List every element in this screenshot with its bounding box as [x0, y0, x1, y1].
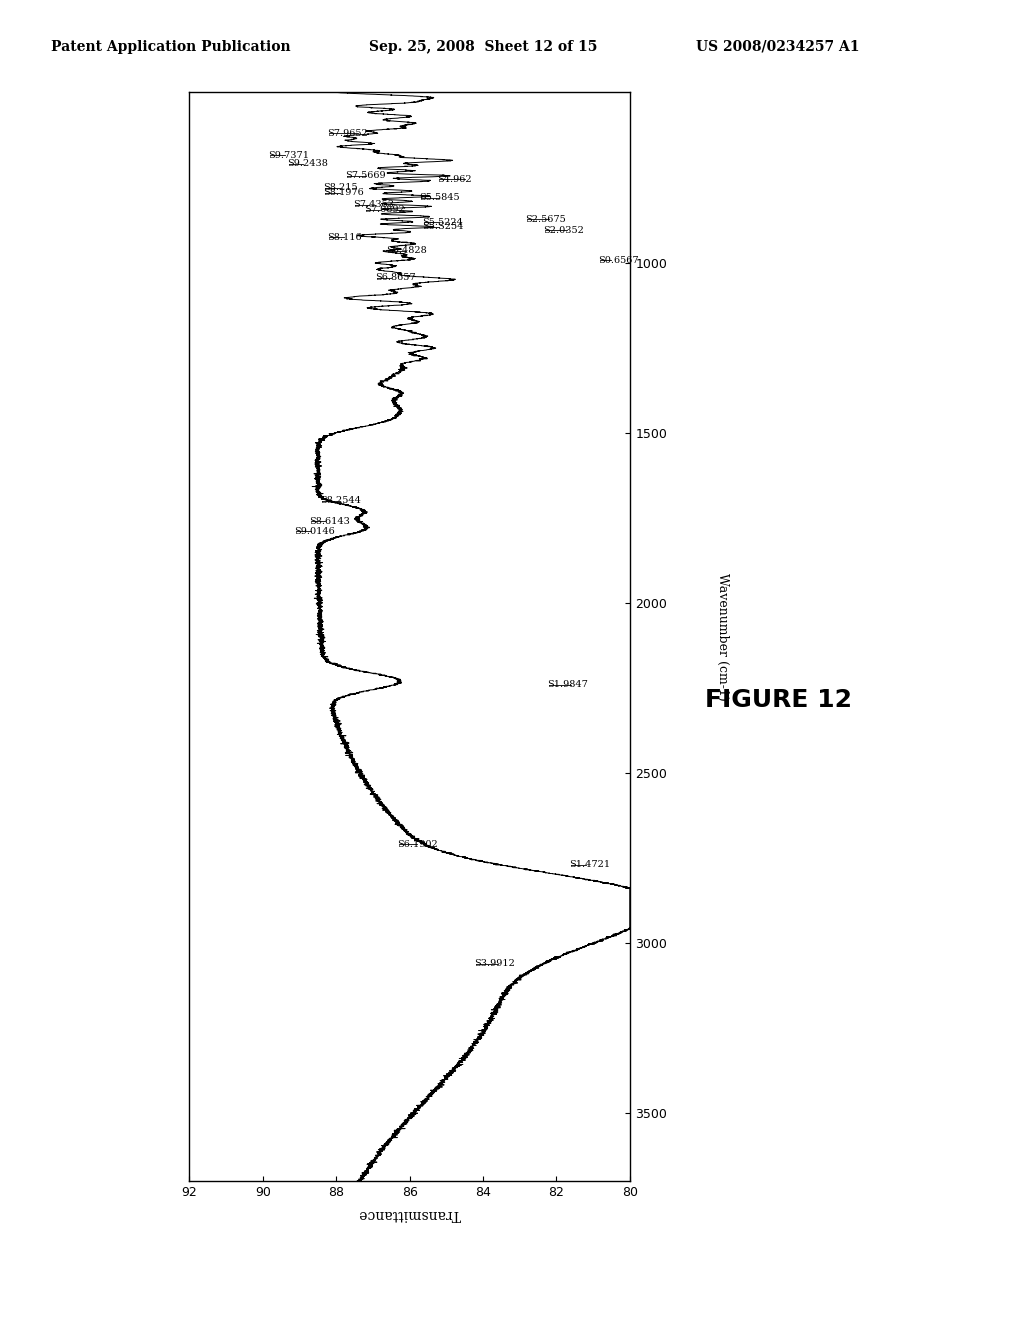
Text: S1.4721: S1.4721 [569, 861, 610, 870]
Text: Sep. 25, 2008  Sheet 12 of 15: Sep. 25, 2008 Sheet 12 of 15 [369, 40, 597, 54]
Text: S7.0892: S7.0892 [364, 206, 404, 214]
Text: S7.9652: S7.9652 [327, 129, 368, 137]
Text: US 2008/0234257 A1: US 2008/0234257 A1 [696, 40, 860, 54]
Text: FIGURE 12: FIGURE 12 [705, 688, 852, 711]
Text: S9.0146: S9.0146 [294, 527, 335, 536]
Text: S2.0352: S2.0352 [544, 226, 585, 235]
Text: S8.6143: S8.6143 [308, 516, 349, 525]
Text: S2.5675: S2.5675 [525, 215, 566, 224]
Text: S9.2438: S9.2438 [287, 160, 328, 169]
Text: S5.S254: S5.S254 [423, 222, 464, 231]
Text: S7.5669: S7.5669 [345, 172, 386, 181]
Text: S5.5224: S5.5224 [423, 218, 463, 227]
Text: Patent Application Publication: Patent Application Publication [51, 40, 291, 54]
Text: S8.1976: S8.1976 [324, 189, 365, 197]
Text: S4.962: S4.962 [437, 174, 472, 183]
Text: S0.6567: S0.6567 [599, 256, 639, 265]
Text: S7.4353: S7.4353 [352, 201, 393, 209]
Text: S1.9847: S1.9847 [547, 680, 588, 689]
Text: S6.1902: S6.1902 [396, 840, 437, 849]
Text: S6.8657: S6.8657 [375, 273, 416, 282]
Text: S3.9912: S3.9912 [474, 960, 515, 968]
X-axis label: Transmittance: Transmittance [358, 1206, 461, 1221]
Y-axis label: Wavenumber (cm-1): Wavenumber (cm-1) [716, 573, 729, 701]
Text: S8.2544: S8.2544 [319, 496, 360, 506]
Text: S9.7371: S9.7371 [268, 150, 309, 160]
Text: S6.4828: S6.4828 [386, 246, 427, 255]
Text: S5.5845: S5.5845 [419, 194, 460, 202]
Text: S8.215: S8.215 [324, 183, 358, 193]
Text: S8.116: S8.116 [327, 232, 361, 242]
